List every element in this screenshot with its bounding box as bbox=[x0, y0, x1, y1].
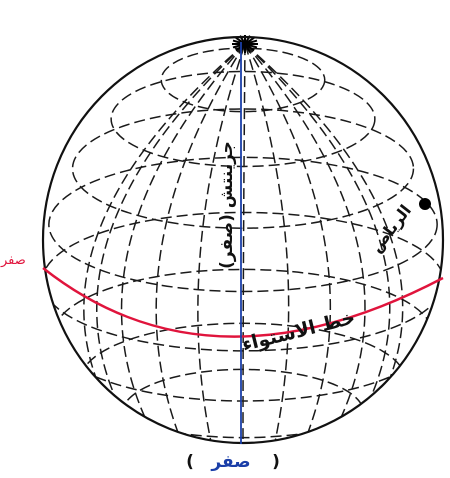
bottom-paren-open: ( bbox=[186, 452, 194, 472]
globe-outline bbox=[41, 35, 445, 445]
longitude-line bbox=[197, 43, 246, 443]
longitude-line bbox=[244, 43, 290, 443]
pole-ray bbox=[244, 39, 258, 45]
left-zero-label: صفر bbox=[0, 253, 26, 268]
bottom-zero-label: صفر bbox=[210, 452, 250, 472]
equator-line bbox=[42, 267, 444, 338]
longitude-line bbox=[96, 43, 246, 443]
longitude-line bbox=[244, 43, 391, 443]
bottom-paren-close: ) bbox=[272, 452, 280, 472]
longitude-line bbox=[120, 43, 246, 443]
north-pole-star bbox=[232, 35, 258, 53]
latitude-line bbox=[71, 108, 415, 229]
riyadh-marker bbox=[419, 198, 431, 210]
longitude-line bbox=[244, 43, 332, 443]
longitude-line bbox=[242, 43, 246, 443]
latitude-line bbox=[110, 70, 376, 168]
longitude-line bbox=[155, 43, 246, 443]
meridian-label: جرينتش (صفر) bbox=[217, 141, 237, 269]
longitude-line bbox=[244, 43, 366, 443]
